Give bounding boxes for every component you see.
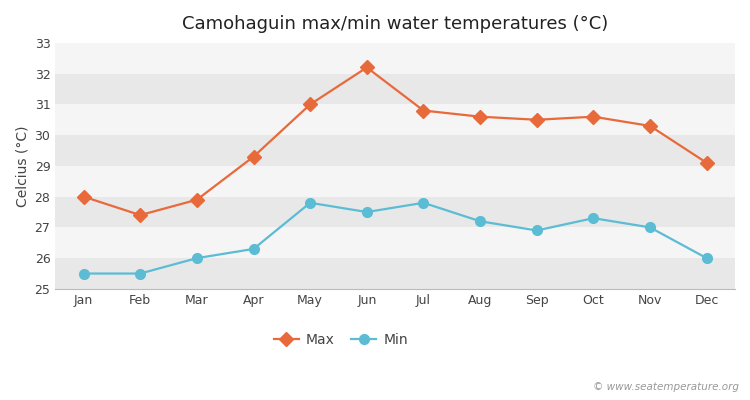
- Max: [193, 197, 202, 202]
- Max: [306, 102, 315, 107]
- Max: [476, 114, 484, 119]
- Bar: [56, 135, 735, 166]
- Min: [419, 200, 428, 205]
- Max: [249, 154, 258, 159]
- Max: [532, 117, 542, 122]
- Text: © www.seatemperature.org: © www.seatemperature.org: [592, 382, 739, 392]
- Line: Min: Min: [79, 198, 712, 278]
- Min: [79, 271, 88, 276]
- Bar: [56, 166, 735, 197]
- Min: [646, 225, 655, 230]
- Min: [702, 256, 711, 260]
- Bar: [56, 43, 735, 74]
- Y-axis label: Celcius (°C): Celcius (°C): [15, 125, 29, 207]
- Title: Camohaguin max/min water temperatures (°C): Camohaguin max/min water temperatures (°…: [182, 15, 608, 33]
- Max: [136, 213, 145, 218]
- Max: [419, 108, 428, 113]
- Bar: [56, 104, 735, 135]
- Max: [79, 194, 88, 199]
- Min: [306, 200, 315, 205]
- Bar: [56, 258, 735, 289]
- Line: Max: Max: [79, 63, 712, 220]
- Min: [136, 271, 145, 276]
- Max: [362, 65, 371, 70]
- Legend: Max, Min: Max, Min: [268, 328, 413, 353]
- Min: [476, 219, 484, 224]
- Bar: [56, 228, 735, 258]
- Min: [532, 228, 542, 233]
- Min: [362, 210, 371, 214]
- Max: [646, 124, 655, 128]
- Max: [589, 114, 598, 119]
- Min: [193, 256, 202, 260]
- Max: [702, 160, 711, 165]
- Min: [589, 216, 598, 220]
- Bar: [56, 74, 735, 104]
- Bar: [56, 197, 735, 228]
- Min: [249, 246, 258, 251]
